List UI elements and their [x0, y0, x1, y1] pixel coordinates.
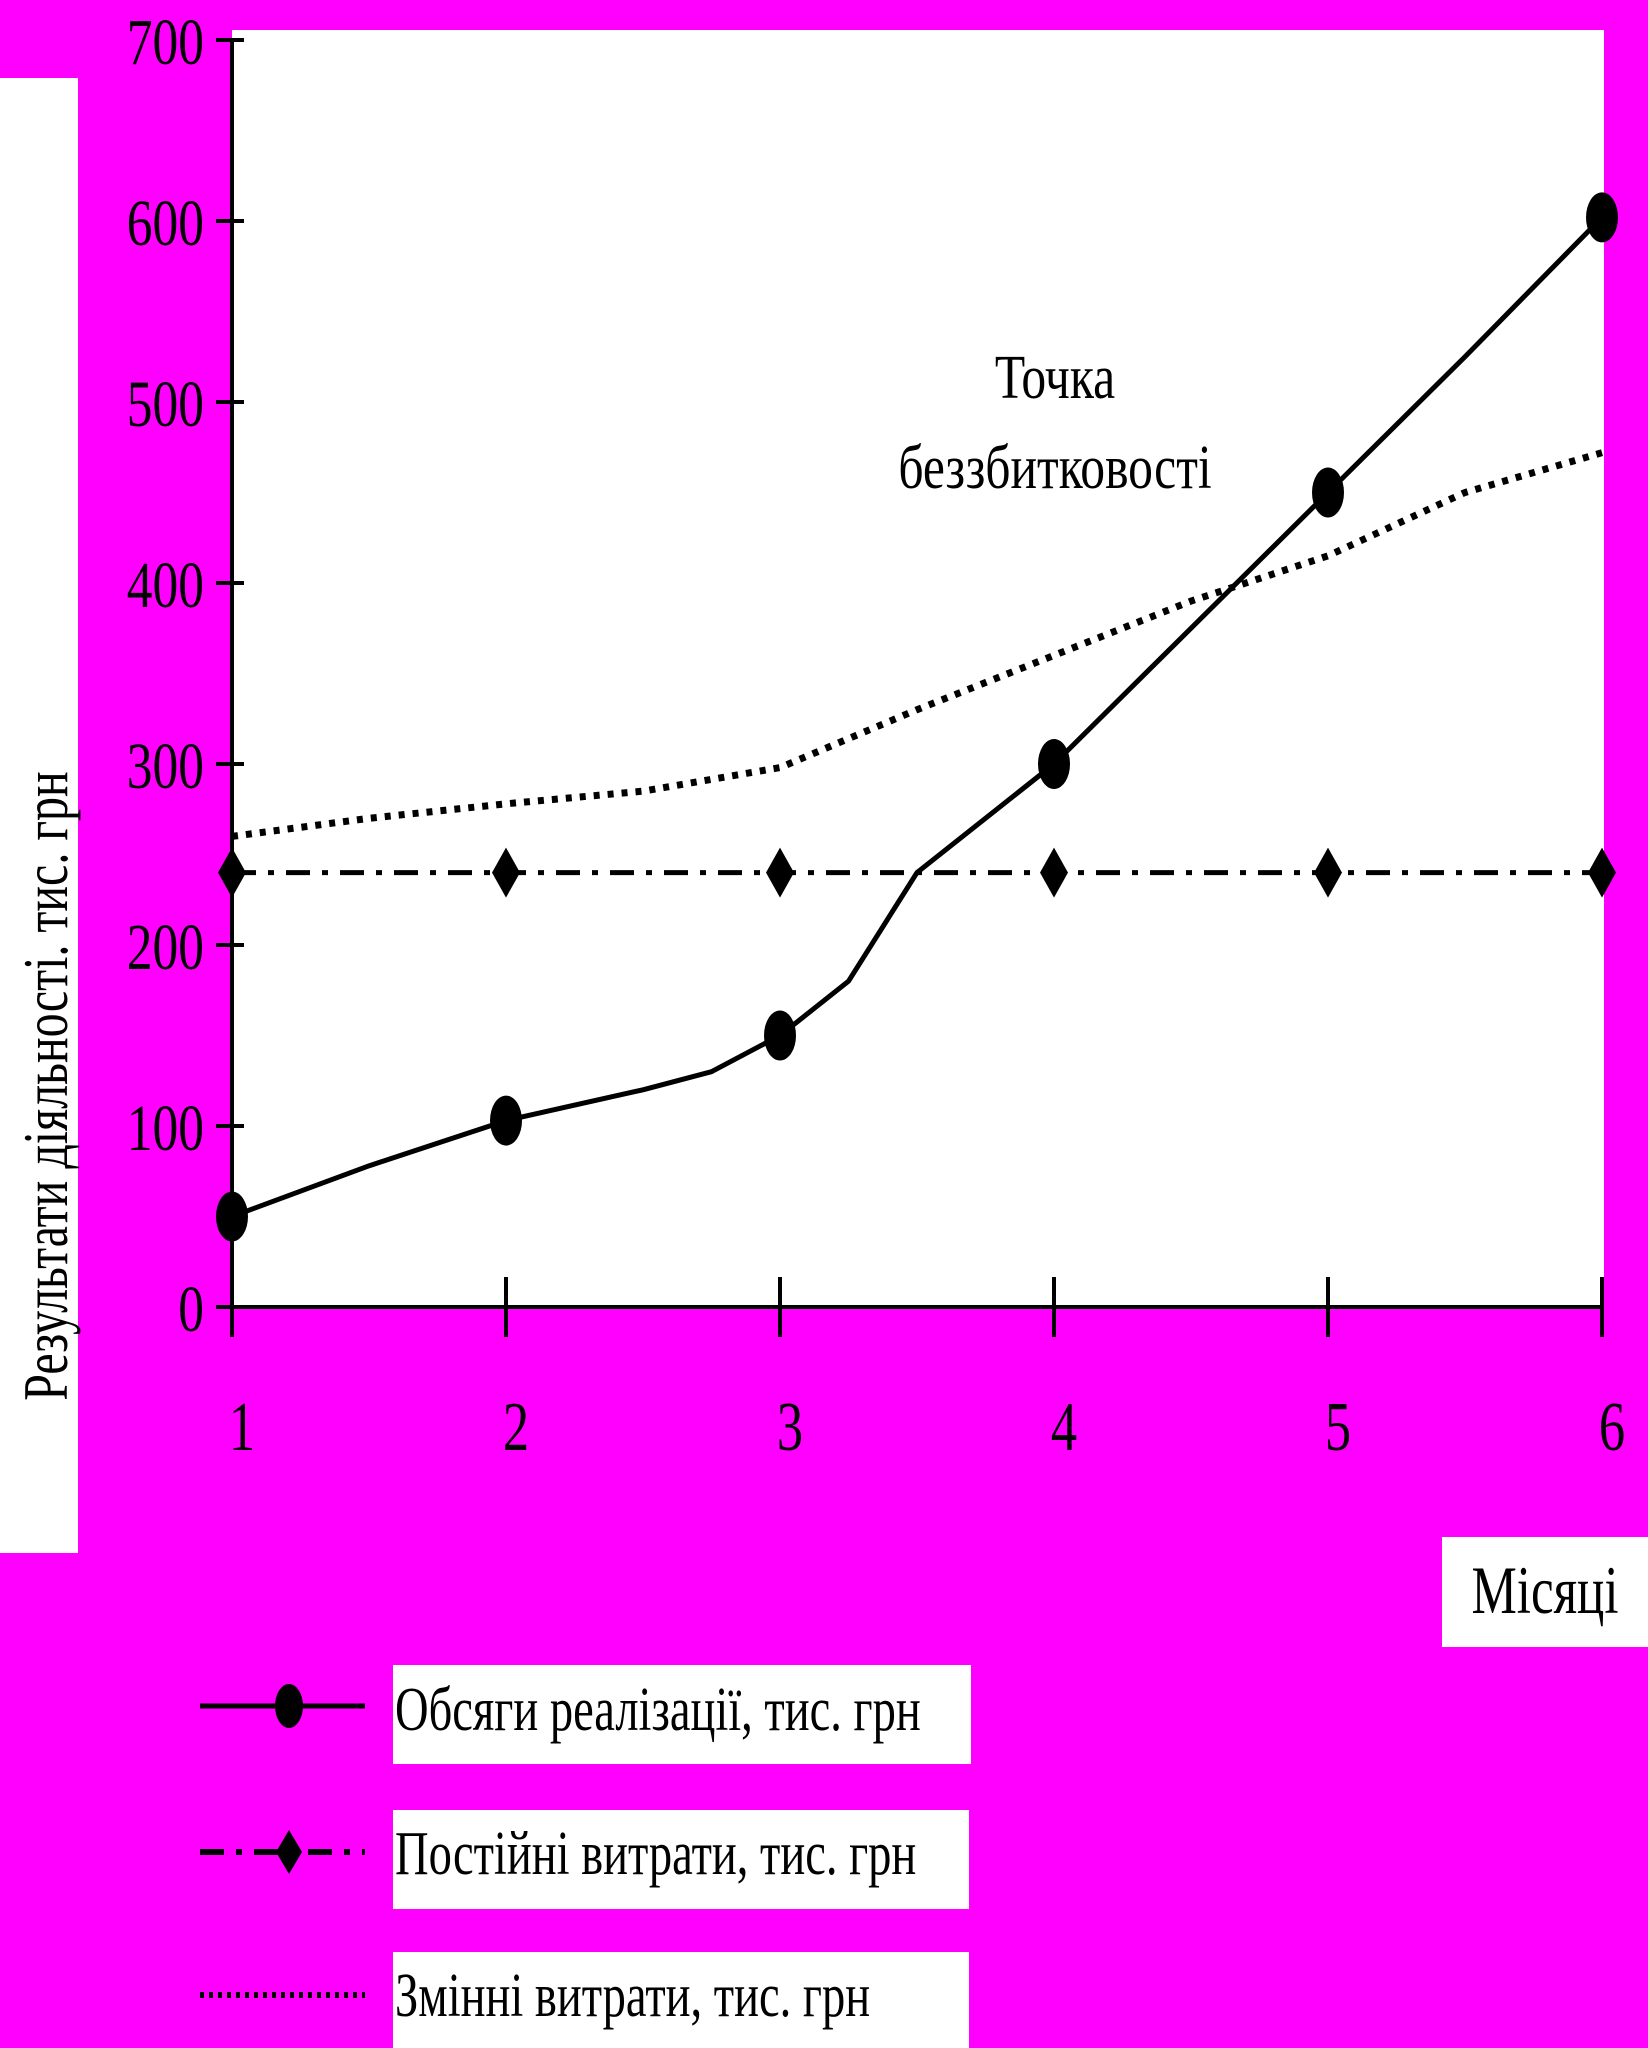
x-tick-label: 3 — [777, 1389, 803, 1466]
y-tick-label: 700 — [127, 5, 204, 79]
x-tick-label: 1 — [229, 1389, 255, 1466]
legend-item-variable-costs: Змінні витрати, тис. грн — [200, 1961, 870, 2030]
x-axis-label: Місяці — [1471, 1553, 1618, 1629]
y-tick-label: 400 — [127, 548, 204, 622]
xlabel-box — [1442, 1537, 1648, 1647]
legend-box-1 — [393, 1665, 971, 1764]
series-layer — [231, 215, 1604, 1219]
y-tick-label: 200 — [127, 910, 204, 984]
legend-item-sales: Обсяги реалізації, тис. грн — [200, 1675, 921, 1744]
y-axis-label: Результати діяльності. тис. грн — [12, 771, 82, 1400]
y-tick-label: 0 — [178, 1272, 204, 1346]
data-point-circle — [1312, 467, 1344, 518]
legend-item-fixed-costs: Постійні витрати, тис. грн — [200, 1819, 916, 1888]
annotation-line-1: Точка — [995, 344, 1115, 412]
series-line-2 — [231, 449, 1603, 840]
annotation-line-2: беззбитковості — [898, 434, 1211, 502]
data-point-diamond — [218, 847, 246, 898]
y-tick-label: 500 — [127, 367, 204, 441]
x-tick-label: 4 — [1051, 1389, 1077, 1466]
y-tick-label: 300 — [127, 729, 204, 803]
legend-label-sales: Обсяги реалізації, тис. грн — [395, 1675, 921, 1744]
legend: Обсяги реалізації, тис. грн Постійні вит… — [200, 1675, 921, 2030]
plot-area — [232, 30, 1604, 1307]
ylabel-box — [0, 78, 78, 1553]
x-axis: 1 2 3 4 5 6 — [229, 1277, 1625, 1466]
data-point-diamond — [766, 847, 794, 898]
legend-box-3 — [393, 1952, 969, 2048]
data-point-circle — [1038, 739, 1070, 789]
x-tick-label: 5 — [1325, 1389, 1351, 1466]
y-axis: 0 100 200 300 400 500 600 700 — [127, 5, 244, 1346]
data-point-circle — [1586, 192, 1618, 243]
data-point-diamond — [1314, 847, 1342, 898]
y-tick-label: 100 — [127, 1091, 204, 1165]
x-tick-label: 2 — [503, 1389, 529, 1466]
series-line-0 — [231, 215, 1604, 1219]
data-point-circle — [764, 1010, 796, 1061]
data-point-circle — [216, 1191, 248, 1242]
legend-label-variable-costs: Змінні витрати, тис. грн — [395, 1961, 870, 2030]
data-point-circle — [490, 1095, 522, 1146]
data-point-diamond — [1588, 847, 1616, 898]
x-tick-label: 6 — [1599, 1389, 1625, 1466]
markers-layer — [216, 192, 1618, 1242]
data-point-diamond — [492, 847, 520, 898]
legend-label-fixed-costs: Постійні витрати, тис. грн — [395, 1819, 916, 1888]
legend-box-2 — [393, 1810, 969, 1909]
data-point-diamond — [1040, 847, 1068, 898]
y-tick-label: 600 — [127, 186, 204, 260]
